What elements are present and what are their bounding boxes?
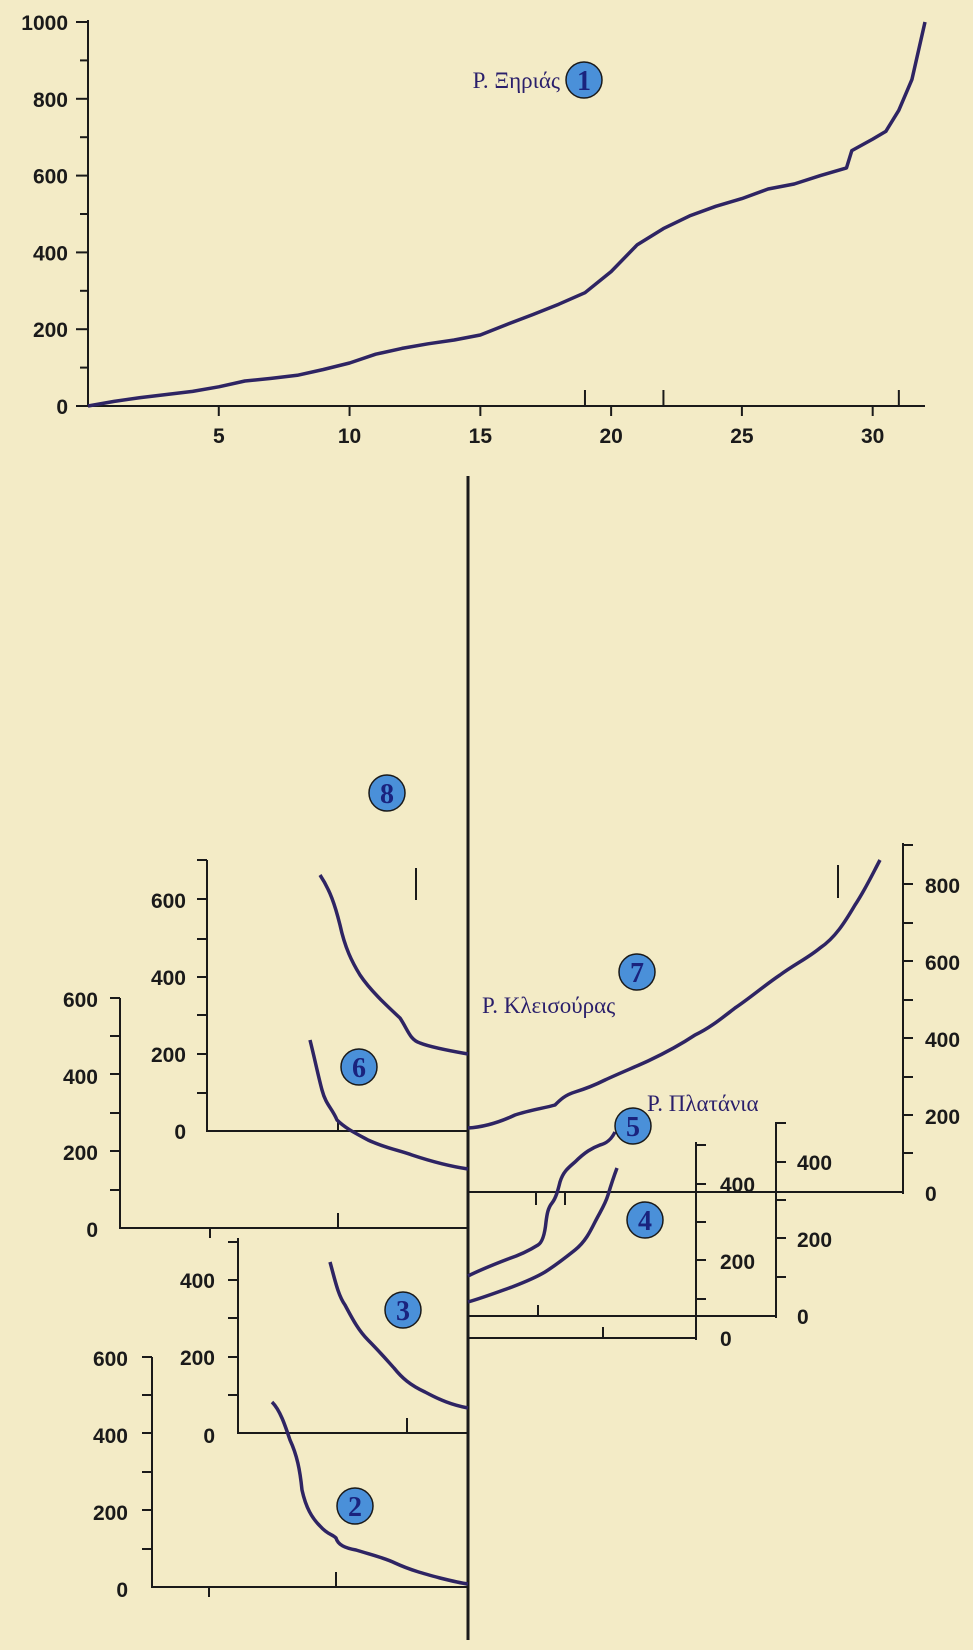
badge-1-number: 1 bbox=[577, 66, 591, 97]
main-ytick-label: 600 bbox=[33, 166, 68, 189]
trib6-curve bbox=[308, 1039, 469, 1171]
trib8-ytick-label: 200 bbox=[151, 1044, 186, 1067]
main-xtick-label: 10 bbox=[338, 425, 361, 448]
badge-6: 6 bbox=[340, 1048, 378, 1086]
trib4-curve bbox=[467, 1167, 619, 1304]
trib7-ytick-label: 400 bbox=[925, 1029, 960, 1052]
tributary-5-chart: 400 200 0 Ρ. Πλατάνια bbox=[467, 1091, 759, 1351]
badge-6-number: 6 bbox=[352, 1053, 366, 1084]
trib5-ytick-label: 200 bbox=[720, 1251, 755, 1274]
badge-2-number: 2 bbox=[348, 1492, 362, 1523]
trib2-ytick-label: 200 bbox=[93, 1502, 128, 1525]
tributary-4-chart: 400 200 0 bbox=[468, 1122, 832, 1329]
trib6-ytick-label: 0 bbox=[86, 1219, 98, 1242]
trib8-ytick-label: 600 bbox=[151, 890, 186, 913]
trib2-ytick-label: 600 bbox=[93, 1348, 128, 1371]
tributary-7-chart: 800 600 400 200 0 Ρ. Κλεισούρας bbox=[467, 843, 960, 1206]
trib2-ytick-label: 0 bbox=[116, 1579, 128, 1602]
badge-4: 4 bbox=[626, 1201, 664, 1239]
trib6-ytick-label: 400 bbox=[63, 1066, 98, 1089]
badge-5: 5 bbox=[614, 1107, 652, 1145]
trib5-ytick-label: 0 bbox=[720, 1328, 732, 1351]
trib4-ytick-label: 200 bbox=[797, 1229, 832, 1252]
trib5-river-label: Ρ. Πλατάνια bbox=[647, 1091, 759, 1116]
main-river-label: Ρ. Ξηριάς bbox=[473, 68, 560, 93]
trib3-ytick-label: 200 bbox=[180, 1347, 215, 1370]
trib4-ytick-label: 0 bbox=[797, 1306, 809, 1329]
badge-5-circle bbox=[614, 1107, 652, 1145]
trib8-ytick-label: 400 bbox=[151, 967, 186, 990]
tributary-8-chart: 600 400 200 0 bbox=[151, 859, 469, 1144]
badge-6-circle bbox=[340, 1048, 378, 1086]
main-ytick-label: 0 bbox=[56, 396, 68, 419]
trib3-curve bbox=[328, 1261, 469, 1410]
badge-7-circle bbox=[618, 953, 656, 991]
trib7-river-label: Ρ. Κλεισούρας bbox=[482, 993, 615, 1018]
main-ytick-label: 400 bbox=[33, 242, 68, 265]
trib7-ytick-label: 800 bbox=[925, 875, 960, 898]
main-xtick-label: 15 bbox=[469, 425, 493, 448]
trib6-ytick-label: 200 bbox=[63, 1142, 98, 1165]
main-xtick-label: 30 bbox=[861, 425, 884, 448]
trib7-ytick-label: 600 bbox=[925, 952, 960, 975]
badge-8-number: 8 bbox=[380, 779, 394, 810]
badge-3-number: 3 bbox=[396, 1296, 410, 1327]
main-profile-line bbox=[87, 21, 927, 408]
badge-7: 7 bbox=[618, 953, 656, 991]
trib7-curve bbox=[467, 859, 882, 1130]
trib2-ytick-label: 400 bbox=[93, 1425, 128, 1448]
badge-2-circle bbox=[336, 1487, 374, 1525]
trib5-ytick-label: 400 bbox=[720, 1174, 755, 1197]
badge-4-circle bbox=[626, 1201, 664, 1239]
badge-4-number: 4 bbox=[638, 1206, 652, 1237]
badge-8-circle bbox=[368, 774, 406, 812]
trib7-ytick-label: 200 bbox=[925, 1106, 960, 1129]
badge-5-number: 5 bbox=[626, 1112, 640, 1143]
trib8-ytick-label: 0 bbox=[174, 1121, 186, 1144]
badge-1-circle bbox=[565, 61, 603, 99]
trib6-ytick-label: 600 bbox=[63, 989, 98, 1012]
tributary-2-chart: 600 400 200 0 bbox=[93, 1348, 469, 1602]
main-xtick-label: 20 bbox=[599, 425, 622, 448]
badge-2: 2 bbox=[336, 1487, 374, 1525]
main-profile-chart: 0 200 400 600 800 1000 5 10 15 20 25 30 Ρ. Ξηριάς 1 bbox=[21, 12, 927, 448]
trib3-ytick-label: 0 bbox=[203, 1425, 215, 1448]
main-xtick-label: 5 bbox=[213, 425, 225, 448]
trib5-curve bbox=[467, 1131, 617, 1278]
trib2-curve bbox=[270, 1400, 469, 1586]
badge-3-circle bbox=[384, 1291, 422, 1329]
main-ytick-label: 1000 bbox=[21, 12, 68, 35]
trib8-curve bbox=[318, 874, 469, 1056]
badge-8: 8 bbox=[368, 774, 406, 812]
main-ytick-label: 800 bbox=[33, 89, 68, 112]
tributary-6-chart: 600 400 200 0 bbox=[63, 989, 469, 1242]
main-ytick-label: 200 bbox=[33, 319, 68, 342]
tributary-3-chart: 400 200 0 bbox=[180, 1238, 469, 1448]
badge-3: 3 bbox=[384, 1291, 422, 1329]
trib3-ytick-label: 400 bbox=[180, 1270, 215, 1293]
trib7-ytick-label: 0 bbox=[925, 1183, 937, 1206]
badge-7-number: 7 bbox=[630, 958, 644, 989]
main-xtick-label: 25 bbox=[730, 425, 754, 448]
trib4-ytick-label: 400 bbox=[797, 1152, 832, 1175]
